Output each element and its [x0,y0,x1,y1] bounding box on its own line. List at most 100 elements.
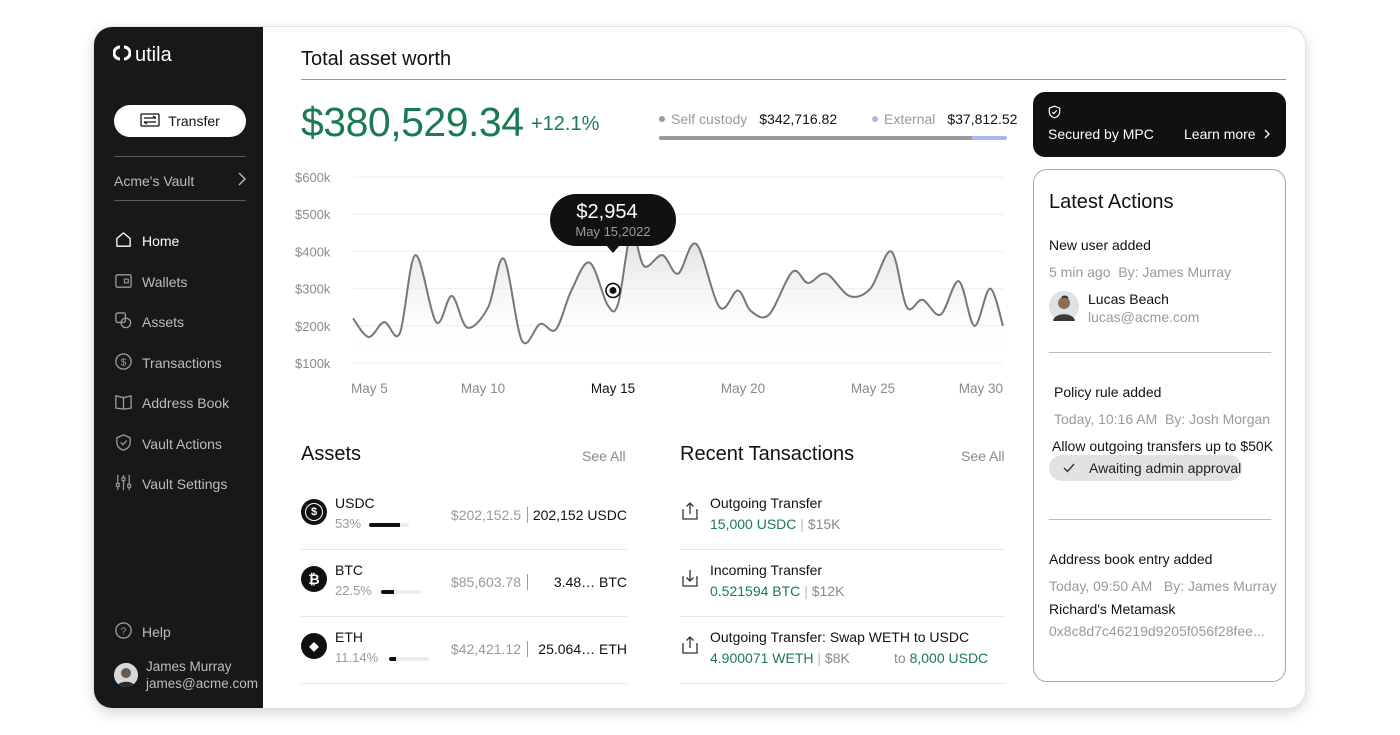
asset-row[interactable]: ◆ ETH 11.14% $42,421.12 25.064… ETH [301,617,627,684]
sidebar-nav: Home Wallets Assets $ Transactions Addre… [114,221,229,505]
asset-name: USDC [335,495,375,511]
action-time: 5 min ago [1049,264,1111,280]
svg-text:?: ? [121,626,127,637]
asset-usd: $85,603.78 [450,574,521,590]
sidebar-item-address-book[interactable]: Address Book [114,383,229,424]
mpc-card: Secured by MPC Learn more [1033,92,1286,157]
divider [1049,352,1271,353]
divider [114,200,246,201]
transaction-row[interactable]: Outgoing Transfer: Swap WETH to USDC 4.9… [680,617,1005,684]
vault-selector[interactable]: Acme's Vault [114,172,246,189]
shield-icon [114,433,133,455]
wallet-icon [114,271,133,293]
action-meta: Today, 09:50 AM By: James Murray [1049,578,1277,594]
y-tick-label: $100k [295,356,331,371]
logo[interactable]: utila [112,44,172,67]
sidebar-item-home[interactable]: Home [114,221,229,262]
asset-percent: 22.5% [335,583,372,598]
x-tick-label: May 30 [959,381,1003,396]
sidebar-item-label: Address Book [142,395,230,412]
user-email: james@acme.com [146,676,258,691]
sidebar-item-assets[interactable]: Assets [114,302,229,343]
assets-icon [114,311,133,333]
external-label: External [884,111,936,127]
asset-share-bar [381,590,421,594]
sidebar-item-label: Vault Settings [142,476,228,493]
self-custody-value: $342,716.82 [759,111,838,127]
transactions-see-all-link[interactable]: See All [961,448,1005,464]
asset-share-fill [389,657,396,661]
asset-row[interactable]: ₿ BTC 22.5% $85,603.78 3.48… BTC [301,550,627,617]
sidebar-item-label: Home [142,233,180,250]
help-label: Help [142,624,171,640]
y-tick-label: $300k [295,282,331,297]
action-meta: Today, 10:16 AM By: Josh Morgan [1054,411,1270,427]
address-entry-name: Richard's Metamask [1049,601,1176,617]
mpc-label: Secured by MPC [1048,126,1154,142]
learn-more-link[interactable]: Learn more [1184,126,1270,142]
divider [301,79,1286,80]
transaction-amount: 4.900071 WETH [710,650,814,666]
divider [527,574,528,590]
dollar-icon: $ [114,352,133,374]
sidebar-item-vault-actions[interactable]: Vault Actions [114,424,229,465]
divider [527,507,528,523]
learn-more-label: Learn more [1184,126,1256,142]
x-tick-label: May 20 [721,381,765,396]
y-tick-label: $400k [295,244,331,259]
custody-split-bar [659,136,1007,140]
user-name: James Murray [146,659,232,674]
sidebar-item-vault-settings[interactable]: Vault Settings [114,464,229,505]
chevron-right-icon [1264,129,1270,139]
total-value: $380,529.34 [301,99,524,145]
asset-amount: 3.48… BTC [553,574,627,590]
asset-share-bar [389,657,429,661]
shield-check-icon [1048,105,1061,119]
transaction-title: Incoming Transfer [710,562,823,578]
svg-text:$: $ [121,357,127,368]
y-tick-label: $600k [295,170,331,185]
custody-fill [659,136,973,140]
action-title: Address book entry added [1049,551,1213,567]
status-badge: Awaiting admin approval [1049,455,1242,481]
x-tick-label: May 5 [351,381,388,396]
assets-title: Assets [301,443,362,465]
sidebar-item-wallets[interactable]: Wallets [114,262,229,303]
external-value: $37,812.52 [947,111,1018,127]
selected-point-dot [609,286,617,294]
legend-dot [872,116,878,122]
sidebar-item-transactions[interactable]: $ Transactions [114,343,229,384]
transaction-row[interactable]: Outgoing Transfer 15,000 USDC | $15K [680,483,1005,550]
sidebar-item-label: Wallets [142,273,188,290]
action-by: By: Josh Morgan [1165,411,1271,427]
page-title: Total asset worth [301,48,452,70]
transfer-label: Transfer [168,113,220,129]
app-window: utila Transfer Acme's Vault Home Wallets [94,27,1305,708]
logo-icon [112,44,132,67]
asset-share-fill [381,590,395,594]
y-tick-label: $500k [295,207,331,222]
action-time: Today, 10:16 AM [1054,411,1158,427]
transfer-button[interactable]: Transfer [114,105,246,137]
sliders-icon [114,473,133,495]
self-custody-label: Self custody [671,111,748,127]
current-user[interactable]: James Murray james@acme.com [114,658,258,692]
legend-dot [659,116,665,122]
help-link[interactable]: ? Help [114,621,171,643]
asset-row[interactable]: $ USDC 53% $202,152.5 202,152 USDC [301,483,627,550]
latest-actions-title: Latest Actions [1049,191,1174,213]
self-custody-stat: Self custody $342,716.82 [659,111,837,127]
assets-see-all-link[interactable]: See All [582,448,626,464]
transaction-amount: 0.521594 BTC [710,583,801,599]
asset-worth-chart[interactable]: $600k $500k $400k $300k $200k $100k May 5 May … [293,167,1013,397]
added-user-email: lucas@acme.com [1088,309,1200,325]
transactions-title: Recent Tansactions [680,443,855,465]
transaction-usd: $8K [824,650,850,666]
divider [114,156,246,157]
action-time: Today, 09:50 AM [1049,578,1153,594]
x-tick-label: May 10 [461,381,505,396]
asset-name: ETH [335,629,363,645]
download-icon [682,570,698,587]
divider [1049,519,1271,520]
transaction-row[interactable]: Incoming Transfer 0.521594 BTC | $12K [680,550,1005,617]
